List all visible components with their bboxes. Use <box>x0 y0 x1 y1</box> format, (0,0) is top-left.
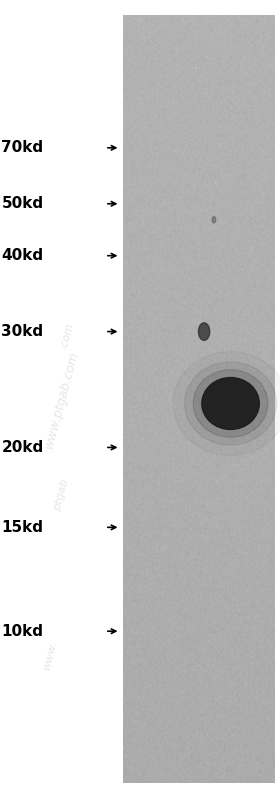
Text: 15kd: 15kd <box>1 520 43 535</box>
Ellipse shape <box>193 370 268 437</box>
Ellipse shape <box>185 362 277 445</box>
Text: .com: .com <box>59 321 76 350</box>
Text: 20kd: 20kd <box>1 440 44 455</box>
Text: 40kd: 40kd <box>1 248 43 263</box>
Ellipse shape <box>202 378 259 430</box>
Text: 10kd: 10kd <box>1 624 43 638</box>
Text: www.ptgab.com: www.ptgab.com <box>42 349 81 450</box>
Text: ptgab: ptgab <box>53 479 71 512</box>
Text: 50kd: 50kd <box>1 197 43 211</box>
Text: 70kd: 70kd <box>1 141 43 155</box>
Ellipse shape <box>212 217 216 223</box>
Text: www.: www. <box>42 639 59 671</box>
Text: 30kd: 30kd <box>1 324 43 339</box>
Ellipse shape <box>199 323 210 340</box>
